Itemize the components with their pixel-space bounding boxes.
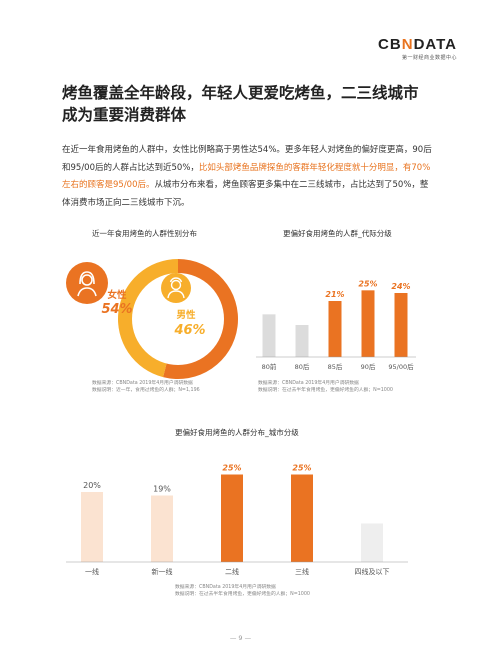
generation-value-label: 24% bbox=[391, 282, 410, 291]
page-title: 烤鱼覆盖全年龄段，年轻人更爱吃烤鱼，二三线城市成为重要消费群体 bbox=[62, 84, 419, 124]
generation-chart-title: 更偏好食用烤鱼的人群_代际分级 bbox=[283, 229, 392, 238]
generation-value-label: 25% bbox=[358, 279, 377, 288]
city-value-label: 20% bbox=[83, 481, 101, 490]
generation-chart-source: 数据来源：CBNData 2019年4月用户调研数据 数据说明：在过去半年食用烤… bbox=[258, 381, 393, 393]
city-chart-source: 数据来源：CBNData 2019年4月用户调研数据 数据说明：在过去半年食用烤… bbox=[175, 585, 310, 597]
city-bar bbox=[81, 492, 103, 562]
city-chart: 20% 一线 19% 新一线 25% 二线 25% 三线 四线及以下 bbox=[81, 464, 390, 576]
female-label: 女性 bbox=[107, 289, 127, 301]
female-badge-circle bbox=[66, 262, 108, 304]
generation-category-label: 95/00后 bbox=[388, 362, 414, 371]
city-category-label: 新一线 bbox=[152, 567, 173, 576]
page-number: — 9 — bbox=[229, 634, 252, 642]
city-bar bbox=[151, 495, 173, 562]
male-label: 男性 bbox=[176, 309, 196, 321]
highlight-text: 比如头部烤鱼品牌探鱼的客群年轻化程度就十分明显，有70%左右的顾客是95/00后… bbox=[62, 162, 431, 191]
female-value: 54% bbox=[101, 302, 132, 317]
city-value-label: 25% bbox=[222, 464, 241, 473]
city-category-label: 四线及以下 bbox=[355, 567, 390, 576]
male-value: 46% bbox=[173, 323, 205, 338]
logo-subtitle: 第一财经商业数据中心 bbox=[401, 55, 457, 61]
male-badge bbox=[161, 273, 191, 303]
generation-category-label: 90后 bbox=[361, 362, 376, 371]
generation-category-label: 85后 bbox=[328, 362, 343, 371]
generation-bar bbox=[295, 325, 309, 357]
gender-chart: 女性 54% 男性 46% bbox=[66, 259, 239, 379]
generation-bar bbox=[361, 290, 375, 357]
city-bar bbox=[361, 523, 383, 562]
logo: CBNDATA 第一财经商业数据中心 bbox=[378, 36, 457, 61]
logo-wordmark: CBNDATA bbox=[378, 36, 457, 53]
male-person-icon bbox=[167, 277, 185, 299]
city-value-label: 25% bbox=[292, 464, 311, 473]
city-bar bbox=[291, 474, 313, 562]
body-paragraph: 在近一年食用烤鱼的人群中，女性比例略高于男性达54%。更多年轻人对烤鱼的偏好度更… bbox=[62, 145, 432, 208]
female-badge bbox=[66, 262, 108, 304]
female-person-icon bbox=[77, 271, 97, 297]
generation-bar bbox=[262, 314, 276, 357]
gender-chart-source: 数据来源：CBNData 2019年4月用户调研数据 数据说明：近一年，食用过烤… bbox=[92, 381, 200, 393]
gender-chart-title: 近一年食用烤鱼的人群性别分布 bbox=[92, 229, 197, 238]
generation-value-label: 21% bbox=[325, 290, 344, 299]
generation-bar bbox=[328, 301, 342, 357]
city-value-label: 19% bbox=[153, 485, 171, 494]
city-category-label: 二线 bbox=[225, 567, 239, 576]
generation-chart: 80前 80后 21% 85后 25% 90后 24% 95/00后 bbox=[262, 279, 415, 371]
city-category-label: 三线 bbox=[295, 567, 309, 576]
gender-ring-hole bbox=[132, 273, 224, 365]
city-category-label: 一线 bbox=[85, 567, 99, 576]
generation-category-label: 80前 bbox=[262, 362, 277, 371]
city-chart-title: 更偏好食用烤鱼的人群分布_城市分级 bbox=[175, 428, 299, 437]
city-bar bbox=[221, 474, 243, 562]
generation-bar bbox=[394, 293, 408, 357]
generation-category-label: 80后 bbox=[295, 362, 310, 371]
